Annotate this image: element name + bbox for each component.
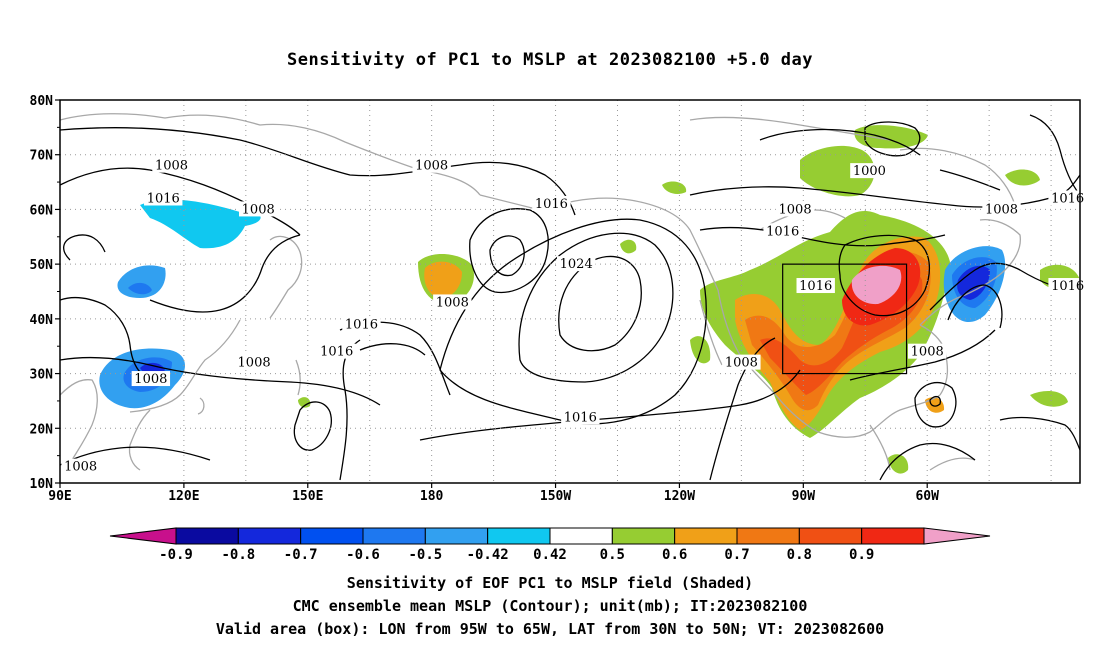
colorbar-box <box>549 527 613 545</box>
colorbar-label: 0.7 <box>724 547 749 563</box>
colorbar-label: -0.5 <box>408 547 442 563</box>
lon-label: 180 <box>420 489 444 504</box>
contour-label: 1008 <box>722 354 761 371</box>
plot-title: Sensitivity of PC1 to MSLP at 2023082100… <box>286 50 813 70</box>
lat-label: 80N <box>30 94 54 109</box>
contour-label-text: 1016 <box>345 317 378 332</box>
contour-label: 1016 <box>561 409 600 425</box>
colorbar-label: -0.42 <box>467 547 509 563</box>
shading-layer <box>99 125 1080 474</box>
lon-label: 150E <box>292 489 323 504</box>
contour-label: 1016 <box>532 195 571 212</box>
contour-label: 1008 <box>61 458 100 475</box>
contour-label-text: 1008 <box>725 356 758 371</box>
contour-label: 1008 <box>775 201 815 217</box>
contour-label-text: 1016 <box>1051 279 1084 294</box>
colorbar-box <box>861 527 925 545</box>
colorbar-label: -0.6 <box>346 547 380 563</box>
lat-label: 40N <box>30 313 54 328</box>
caption-line-1: Sensitivity of EOF PC1 to MSLP field (Sh… <box>346 574 754 592</box>
lon-label: 120W <box>664 489 695 504</box>
contour-label: 1016 <box>1048 278 1087 294</box>
colorbar: -0.9 -0.8 -0.7 -0.6 -0.5 -0.42 0.42 0.5 0.6 0.7 0.… <box>109 527 991 563</box>
contour-label: 1008 <box>234 354 274 371</box>
colorbar-lower-triangle <box>109 527 177 545</box>
contour-label-text: 1008 <box>64 460 97 475</box>
lon-label: 90W <box>792 489 816 504</box>
colorbar-box <box>175 527 239 545</box>
colorbar-label: 0.6 <box>662 547 687 563</box>
contour-label: 1016 <box>317 343 356 360</box>
colorbar-label: 0.8 <box>787 547 812 563</box>
caption-line-2: CMC ensemble mean MSLP (Contour); unit(m… <box>292 597 808 615</box>
mslp-contours <box>60 114 1080 481</box>
contour-label-text: 1008 <box>155 159 188 174</box>
contour-label: 1016 <box>342 316 381 332</box>
lon-label: 90E <box>48 489 71 504</box>
lat-label: 50N <box>30 258 54 273</box>
contour-label: 1016 <box>1048 190 1087 206</box>
contour-label: 1000 <box>850 163 889 179</box>
contour-label: 1008 <box>908 343 947 360</box>
contour-label-text: 1016 <box>564 410 597 425</box>
contour-label: 1024 <box>556 256 596 272</box>
lon-label: 120E <box>168 489 199 504</box>
contour-label-text: 1016 <box>535 197 568 212</box>
contour-label-text: 1016 <box>1051 191 1084 206</box>
colorbar-label: -0.9 <box>159 547 193 563</box>
contour-label-text: 1008 <box>985 202 1018 217</box>
contour-label: 1008 <box>239 201 278 217</box>
colorbar-box <box>237 527 302 545</box>
contour-label-text: 1008 <box>436 295 469 310</box>
lat-label: 20N <box>30 422 54 437</box>
colorbar-label: 0.5 <box>600 547 625 563</box>
colorbar-box <box>300 527 364 545</box>
colorbar-label: 0.9 <box>849 547 874 563</box>
contour-label: 1016 <box>796 278 835 294</box>
colorbar-box <box>362 527 426 545</box>
contour-label: 1008 <box>433 294 472 310</box>
contour-label-text: 1016 <box>799 279 832 294</box>
contour-label-text: 1016 <box>766 224 799 239</box>
colorbar-box <box>798 527 863 545</box>
colorbar-label: 0.42 <box>533 547 567 563</box>
colorbar-upper-triangle <box>923 527 991 545</box>
colorbar-box <box>736 527 800 545</box>
contour-label-text: 1008 <box>242 202 275 217</box>
colorbar-box <box>424 527 489 545</box>
lon-label: 150W <box>540 489 571 504</box>
colorbar-box <box>487 527 551 545</box>
colorbar-label: -0.8 <box>221 547 255 563</box>
contour-label: 1016 <box>144 190 183 206</box>
lon-label: 60W <box>915 489 939 504</box>
contour-label-text: 1008 <box>238 356 271 371</box>
valid-area-box <box>782 263 908 375</box>
contour-label: 1008 <box>131 371 171 387</box>
contour-label-text: 1008 <box>911 345 944 360</box>
contour-label-text: 1024 <box>560 257 593 272</box>
colorbar-box <box>611 527 676 545</box>
contour-label: 1008 <box>412 157 451 174</box>
contour-label: 1016 <box>763 223 802 239</box>
contour-label-text: 1016 <box>147 191 180 206</box>
lat-label: 10N <box>30 477 54 492</box>
lat-label: 70N <box>30 149 54 164</box>
contour-labels: 1008 1016 1008 1008 1016 1024 1008 1016 1016 1008… <box>61 157 1087 475</box>
lat-label: 30N <box>30 368 54 383</box>
colorbar-label: -0.7 <box>284 547 318 563</box>
contour-label-text: 1008 <box>779 202 812 217</box>
contour-label: 1008 <box>982 201 1021 217</box>
colorbar-box <box>674 527 738 545</box>
contour-label: 1008 <box>152 157 191 174</box>
lat-label: 60N <box>30 203 54 218</box>
contour-label-text: 1008 <box>134 372 167 387</box>
caption-line-3: Valid area (box): LON from 95W to 65W, L… <box>215 620 885 638</box>
contour-label-text: 1016 <box>320 345 353 360</box>
contour-label-text: 1008 <box>415 159 448 174</box>
contour-label-text: 1000 <box>853 164 886 179</box>
